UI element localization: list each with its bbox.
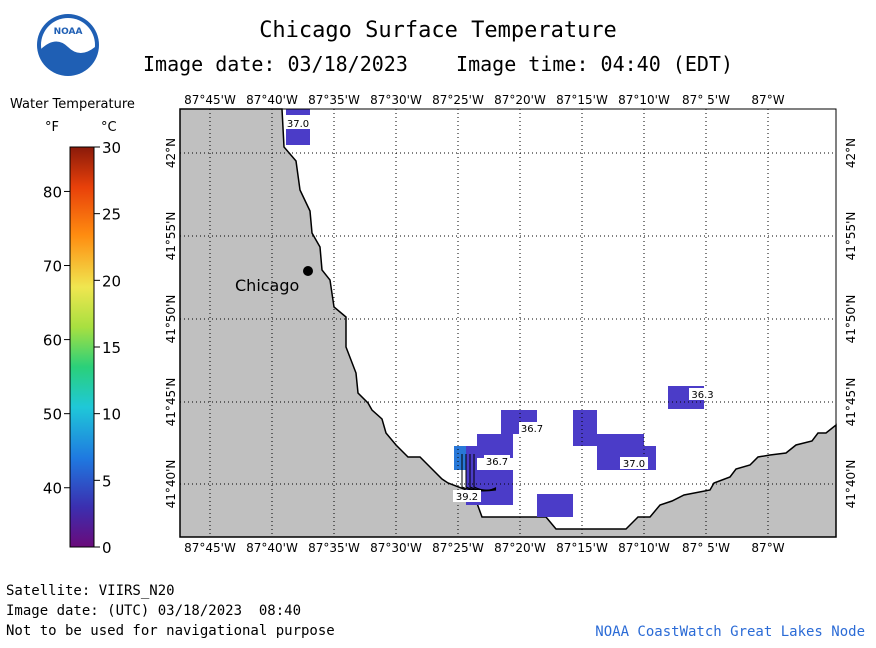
sst-pixel [454, 446, 466, 470]
legend-unit-c: °C [101, 120, 117, 135]
sst-pixel [286, 128, 310, 145]
fahrenheit-tick-label: 70 [43, 258, 62, 276]
latitude-label-left: 41°40'N [164, 460, 178, 509]
noaa-logo-text: NOAA [54, 27, 83, 37]
city-label-chicago: Chicago [235, 276, 299, 295]
sst-label-box [689, 388, 716, 400]
color-scale-bar [69, 146, 95, 548]
fahrenheit-tick-label: 60 [43, 332, 62, 350]
latitude-label-left: 41°55'N [164, 212, 178, 261]
longitude-label-bottom: 87°15'W [556, 541, 608, 555]
sst-value-label: 36.3 [691, 390, 713, 401]
sst-pixel [286, 109, 310, 115]
celsius-tick-label: 15 [102, 339, 121, 357]
celsius-tick-label: 10 [102, 406, 121, 424]
longitude-label-top: 87° 5'W [682, 93, 730, 107]
sst-value-label: 37.0 [623, 459, 645, 470]
sst-label-box [519, 422, 545, 434]
celsius-tick-label: 25 [102, 206, 121, 224]
longitude-label-top: 87°25'W [432, 93, 484, 107]
latitude-label-right: 42°N [844, 138, 858, 168]
latitude-label-left: 42°N [164, 138, 178, 168]
longitude-label-top: 87°40'W [246, 93, 298, 107]
longitude-label-bottom: 87°W [751, 541, 784, 555]
longitude-label-top: 87°30'W [370, 93, 422, 107]
longitude-label-bottom: 87°35'W [308, 541, 360, 555]
disclaimer-label: Not to be used for navigational purpose [6, 623, 335, 639]
noaa-logo: NOAA [36, 13, 100, 77]
utc-date-label: Image date: (UTC) 03/18/2023 08:40 [6, 603, 302, 619]
latitude-label-left: 41°45'N [164, 378, 178, 427]
longitude-label-bottom: 87°10'W [618, 541, 670, 555]
chicago-marker [303, 266, 313, 276]
sst-pixel [477, 434, 513, 458]
temperature-map-svg: 87°45'W 87°45'W 87°40'W 87°40'W 87°35'W 87°35… [164, 93, 858, 555]
longitude-label-top: 87°45'W [184, 93, 236, 107]
sst-label-box [286, 117, 310, 129]
latitude-label-left: 41°50'N [164, 295, 178, 344]
celsius-tick-label: 5 [102, 472, 112, 490]
longitude-label-bottom: 87° 5'W [682, 541, 730, 555]
sst-value-label: 37.0 [287, 119, 309, 130]
longitude-label-bottom: 87°30'W [370, 541, 422, 555]
sst-value-label: 39.2 [456, 492, 478, 503]
color-scale: 30 25 20 15 10 5 0 80 70 60 50 40 [0, 139, 150, 560]
fahrenheit-tick-label: 40 [43, 480, 62, 498]
isotherm-line [473, 454, 497, 491]
fahrenheit-tick-label: 80 [43, 183, 62, 201]
longitude-label-top: 87°35'W [308, 93, 360, 107]
longitude-label-top: 87°W [751, 93, 784, 107]
legend-unit-f: °F [45, 120, 59, 135]
latitude-label-right: 41°55'N [844, 212, 858, 261]
longitude-label-top: 87°20'W [494, 93, 546, 107]
celsius-tick-label: 20 [102, 272, 121, 290]
sst-pixel [466, 446, 477, 470]
sst-label-box [453, 490, 481, 502]
fahrenheit-tick-label: 50 [43, 406, 62, 424]
longitude-label-top: 87°10'W [618, 93, 670, 107]
sst-value-label: 36.7 [521, 424, 543, 435]
latitude-label-right: 41°45'N [844, 378, 858, 427]
sst-value-label: 36.7 [486, 457, 508, 468]
sst-pixel [573, 410, 597, 446]
longitude-label-bottom: 87°20'W [494, 541, 546, 555]
celsius-tick-label: 30 [102, 140, 121, 157]
celsius-tick-label: 0 [102, 539, 112, 557]
latitude-label-right: 41°40'N [844, 460, 858, 509]
map-frame [179, 108, 837, 538]
credit-label: NOAA CoastWatch Great Lakes Node [595, 624, 865, 640]
longitude-label-bottom: 87°45'W [184, 541, 236, 555]
footer-info: Satellite: VIIRS_N20 Image date: (UTC) 0… [6, 583, 335, 643]
image-datetime: Image date: 03/18/2023 Image time: 04:40… [142, 52, 733, 76]
longitude-label-top: 87°15'W [556, 93, 608, 107]
land-shoreline [179, 108, 837, 538]
longitude-label-bottom: 87°25'W [432, 541, 484, 555]
page-title: Chicago Surface Temperature [259, 18, 617, 43]
satellite-label: Satellite: VIIRS_N20 [6, 583, 175, 599]
sst-label-box [620, 457, 648, 469]
longitude-label-bottom: 87°40'W [246, 541, 298, 555]
latitude-label-right: 41°50'N [844, 295, 858, 344]
temperature-map: 87°45'W 87°45'W 87°40'W 87°40'W 87°35'W 87°35… [150, 85, 876, 565]
sst-label-box [484, 455, 510, 467]
legend-title: Water Temperature [10, 97, 135, 112]
sst-pixel [537, 494, 573, 517]
